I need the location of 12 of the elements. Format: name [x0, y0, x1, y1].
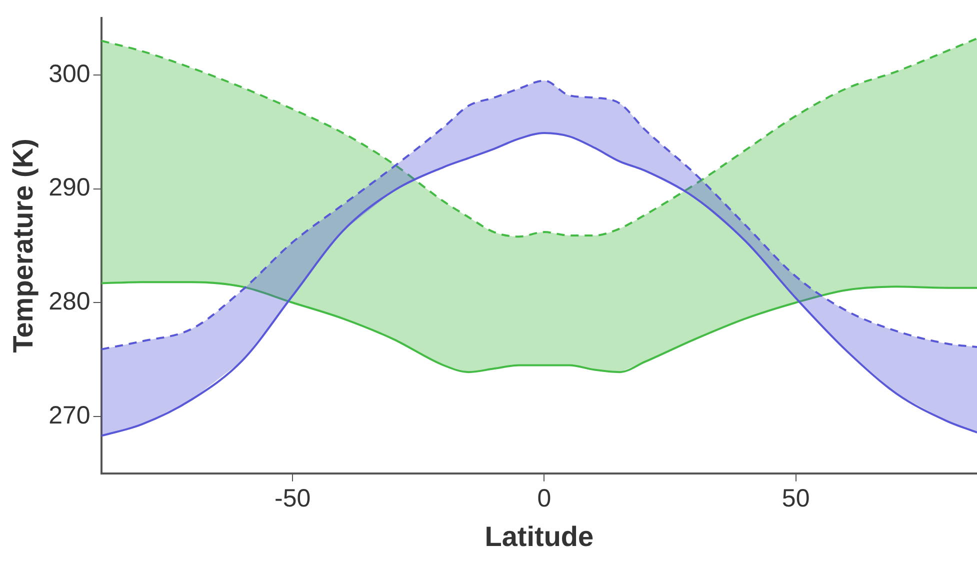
y-tick-label: 280: [48, 288, 90, 316]
line-series: [101, 281, 977, 374]
x-axis-title: Latitude: [484, 520, 594, 552]
line-series: [101, 80, 977, 350]
x-tick-label: 50: [782, 484, 810, 512]
y-tick-label: 300: [48, 60, 90, 88]
x-tick-label: -50: [274, 484, 311, 512]
x-tick-label: 0: [537, 484, 552, 512]
y-tick-label: 270: [48, 401, 90, 430]
y-tick-label: 290: [48, 174, 90, 202]
line-series: [101, 37, 977, 238]
y-axis-title: Temperature (K): [8, 138, 39, 353]
